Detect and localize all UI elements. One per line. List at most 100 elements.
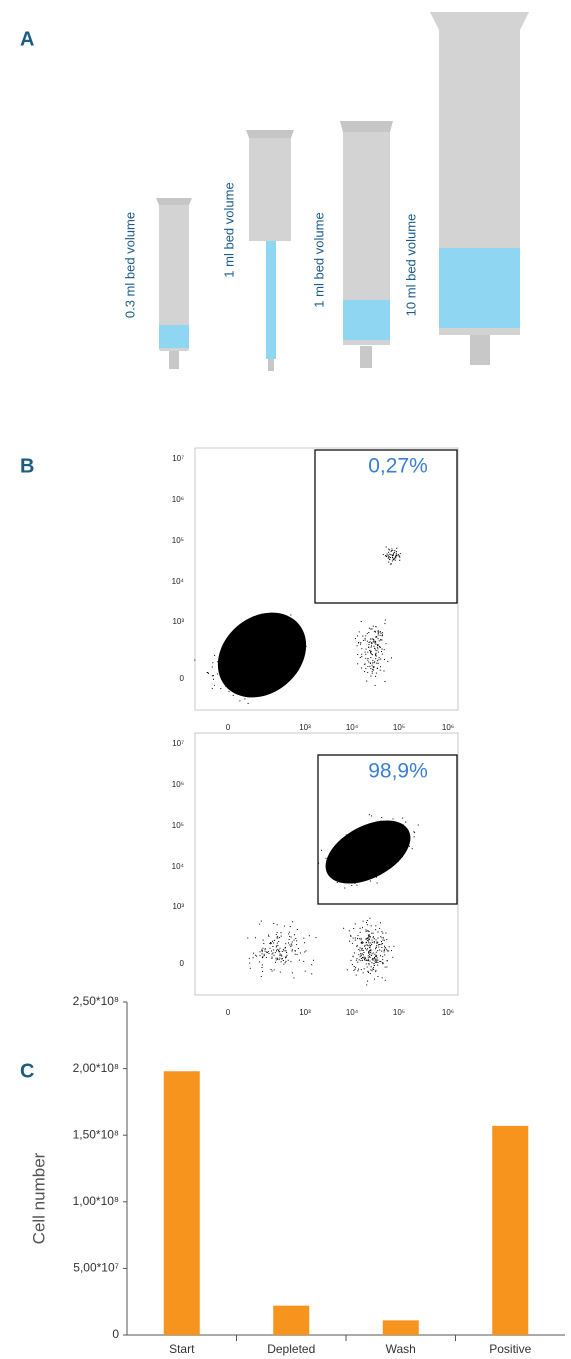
- event-dot: [254, 636, 256, 638]
- event-dot: [273, 636, 275, 638]
- event-dot: [271, 648, 273, 650]
- event-dot: [273, 641, 275, 643]
- event-dot: [283, 646, 285, 648]
- event-dot: [272, 653, 274, 655]
- event-dot: [240, 663, 242, 665]
- event-dot: [234, 659, 236, 661]
- event-dot: [377, 853, 379, 855]
- event-dot: [279, 955, 281, 956]
- event-dot: [385, 839, 386, 841]
- event-dot: [277, 631, 279, 633]
- event-dot: [357, 852, 359, 854]
- event-dot: [271, 956, 273, 958]
- event-dot: [372, 625, 374, 627]
- event-dot: [365, 947, 366, 949]
- event-dot: [251, 677, 253, 679]
- event-dot: [367, 651, 369, 653]
- event-dot: [248, 669, 250, 671]
- event-dot: [243, 659, 245, 661]
- event-dot: [262, 682, 264, 684]
- event-dot: [284, 681, 286, 683]
- event-dot: [402, 824, 404, 826]
- event-dot: [372, 841, 374, 843]
- event-dot: [377, 828, 379, 830]
- event-dot: [279, 957, 281, 959]
- event-dot: [318, 862, 320, 864]
- event-dot: [351, 964, 353, 965]
- event-dot: [275, 678, 277, 680]
- column-bed: [439, 248, 520, 328]
- event-dot: [359, 842, 361, 844]
- event-dot: [258, 645, 260, 647]
- event-dot: [388, 549, 390, 551]
- event-dot: [268, 659, 269, 661]
- event-dot: [368, 839, 370, 841]
- event-dot: [232, 649, 234, 651]
- event-dot: [364, 945, 366, 947]
- event-dot: [381, 817, 383, 818]
- event-dot: [365, 648, 367, 650]
- event-dot: [375, 655, 377, 657]
- event-dot: [260, 652, 261, 654]
- event-dot: [227, 688, 229, 690]
- event-dot: [380, 658, 382, 660]
- flow-y-tick-label: 10⁷: [172, 739, 184, 748]
- event-dot: [354, 846, 356, 848]
- event-dot: [347, 861, 349, 863]
- event-dot: [368, 644, 370, 645]
- event-dot: [377, 632, 379, 634]
- event-dot: [271, 957, 273, 959]
- event-dot: [377, 662, 379, 664]
- event-dot: [402, 817, 404, 819]
- event-dot: [371, 643, 373, 645]
- event-dot: [242, 683, 244, 685]
- event-dot: [224, 655, 226, 657]
- event-dot: [264, 629, 266, 631]
- event-dot: [372, 958, 373, 960]
- event-dot: [368, 853, 370, 855]
- event-dot: [226, 654, 228, 656]
- event-dot: [311, 964, 313, 966]
- flow-x-tick-label: 10⁴: [346, 723, 359, 732]
- event-dot: [257, 670, 259, 672]
- event-dot: [351, 877, 353, 879]
- event-dot: [385, 860, 387, 862]
- event-dot: [256, 647, 258, 649]
- event-dot: [289, 944, 291, 946]
- event-dot: [381, 651, 382, 652]
- event-dot: [366, 920, 368, 921]
- event-dot: [287, 637, 289, 639]
- event-dot: [273, 942, 275, 944]
- event-dot: [375, 640, 377, 642]
- flow-y-tick-label: 10⁵: [172, 821, 184, 830]
- event-dot: [230, 687, 232, 689]
- event-dot: [367, 957, 369, 959]
- event-dot: [240, 678, 242, 680]
- event-dot: [363, 952, 365, 953]
- event-dot: [359, 847, 361, 849]
- event-dot: [275, 677, 277, 679]
- event-dot: [252, 647, 254, 649]
- event-dot: [290, 657, 292, 659]
- event-dot: [259, 641, 261, 643]
- event-dot: [211, 666, 213, 668]
- event-dot: [353, 878, 355, 880]
- event-dot: [370, 950, 372, 952]
- event-dot: [255, 662, 257, 664]
- event-dot: [393, 559, 395, 561]
- event-dot: [273, 640, 275, 642]
- event-dot: [375, 959, 376, 961]
- event-dot: [265, 668, 266, 670]
- event-dot: [263, 670, 264, 672]
- event-dot: [231, 665, 233, 667]
- event-dot: [370, 675, 372, 677]
- event-dot: [374, 958, 376, 960]
- event-dot: [268, 652, 270, 654]
- event-dot: [375, 631, 376, 633]
- event-dot: [392, 849, 394, 851]
- event-dot: [259, 644, 261, 646]
- event-dot: [364, 663, 366, 665]
- event-dot: [207, 672, 209, 673]
- event-dot: [384, 623, 386, 625]
- event-dot: [264, 658, 266, 660]
